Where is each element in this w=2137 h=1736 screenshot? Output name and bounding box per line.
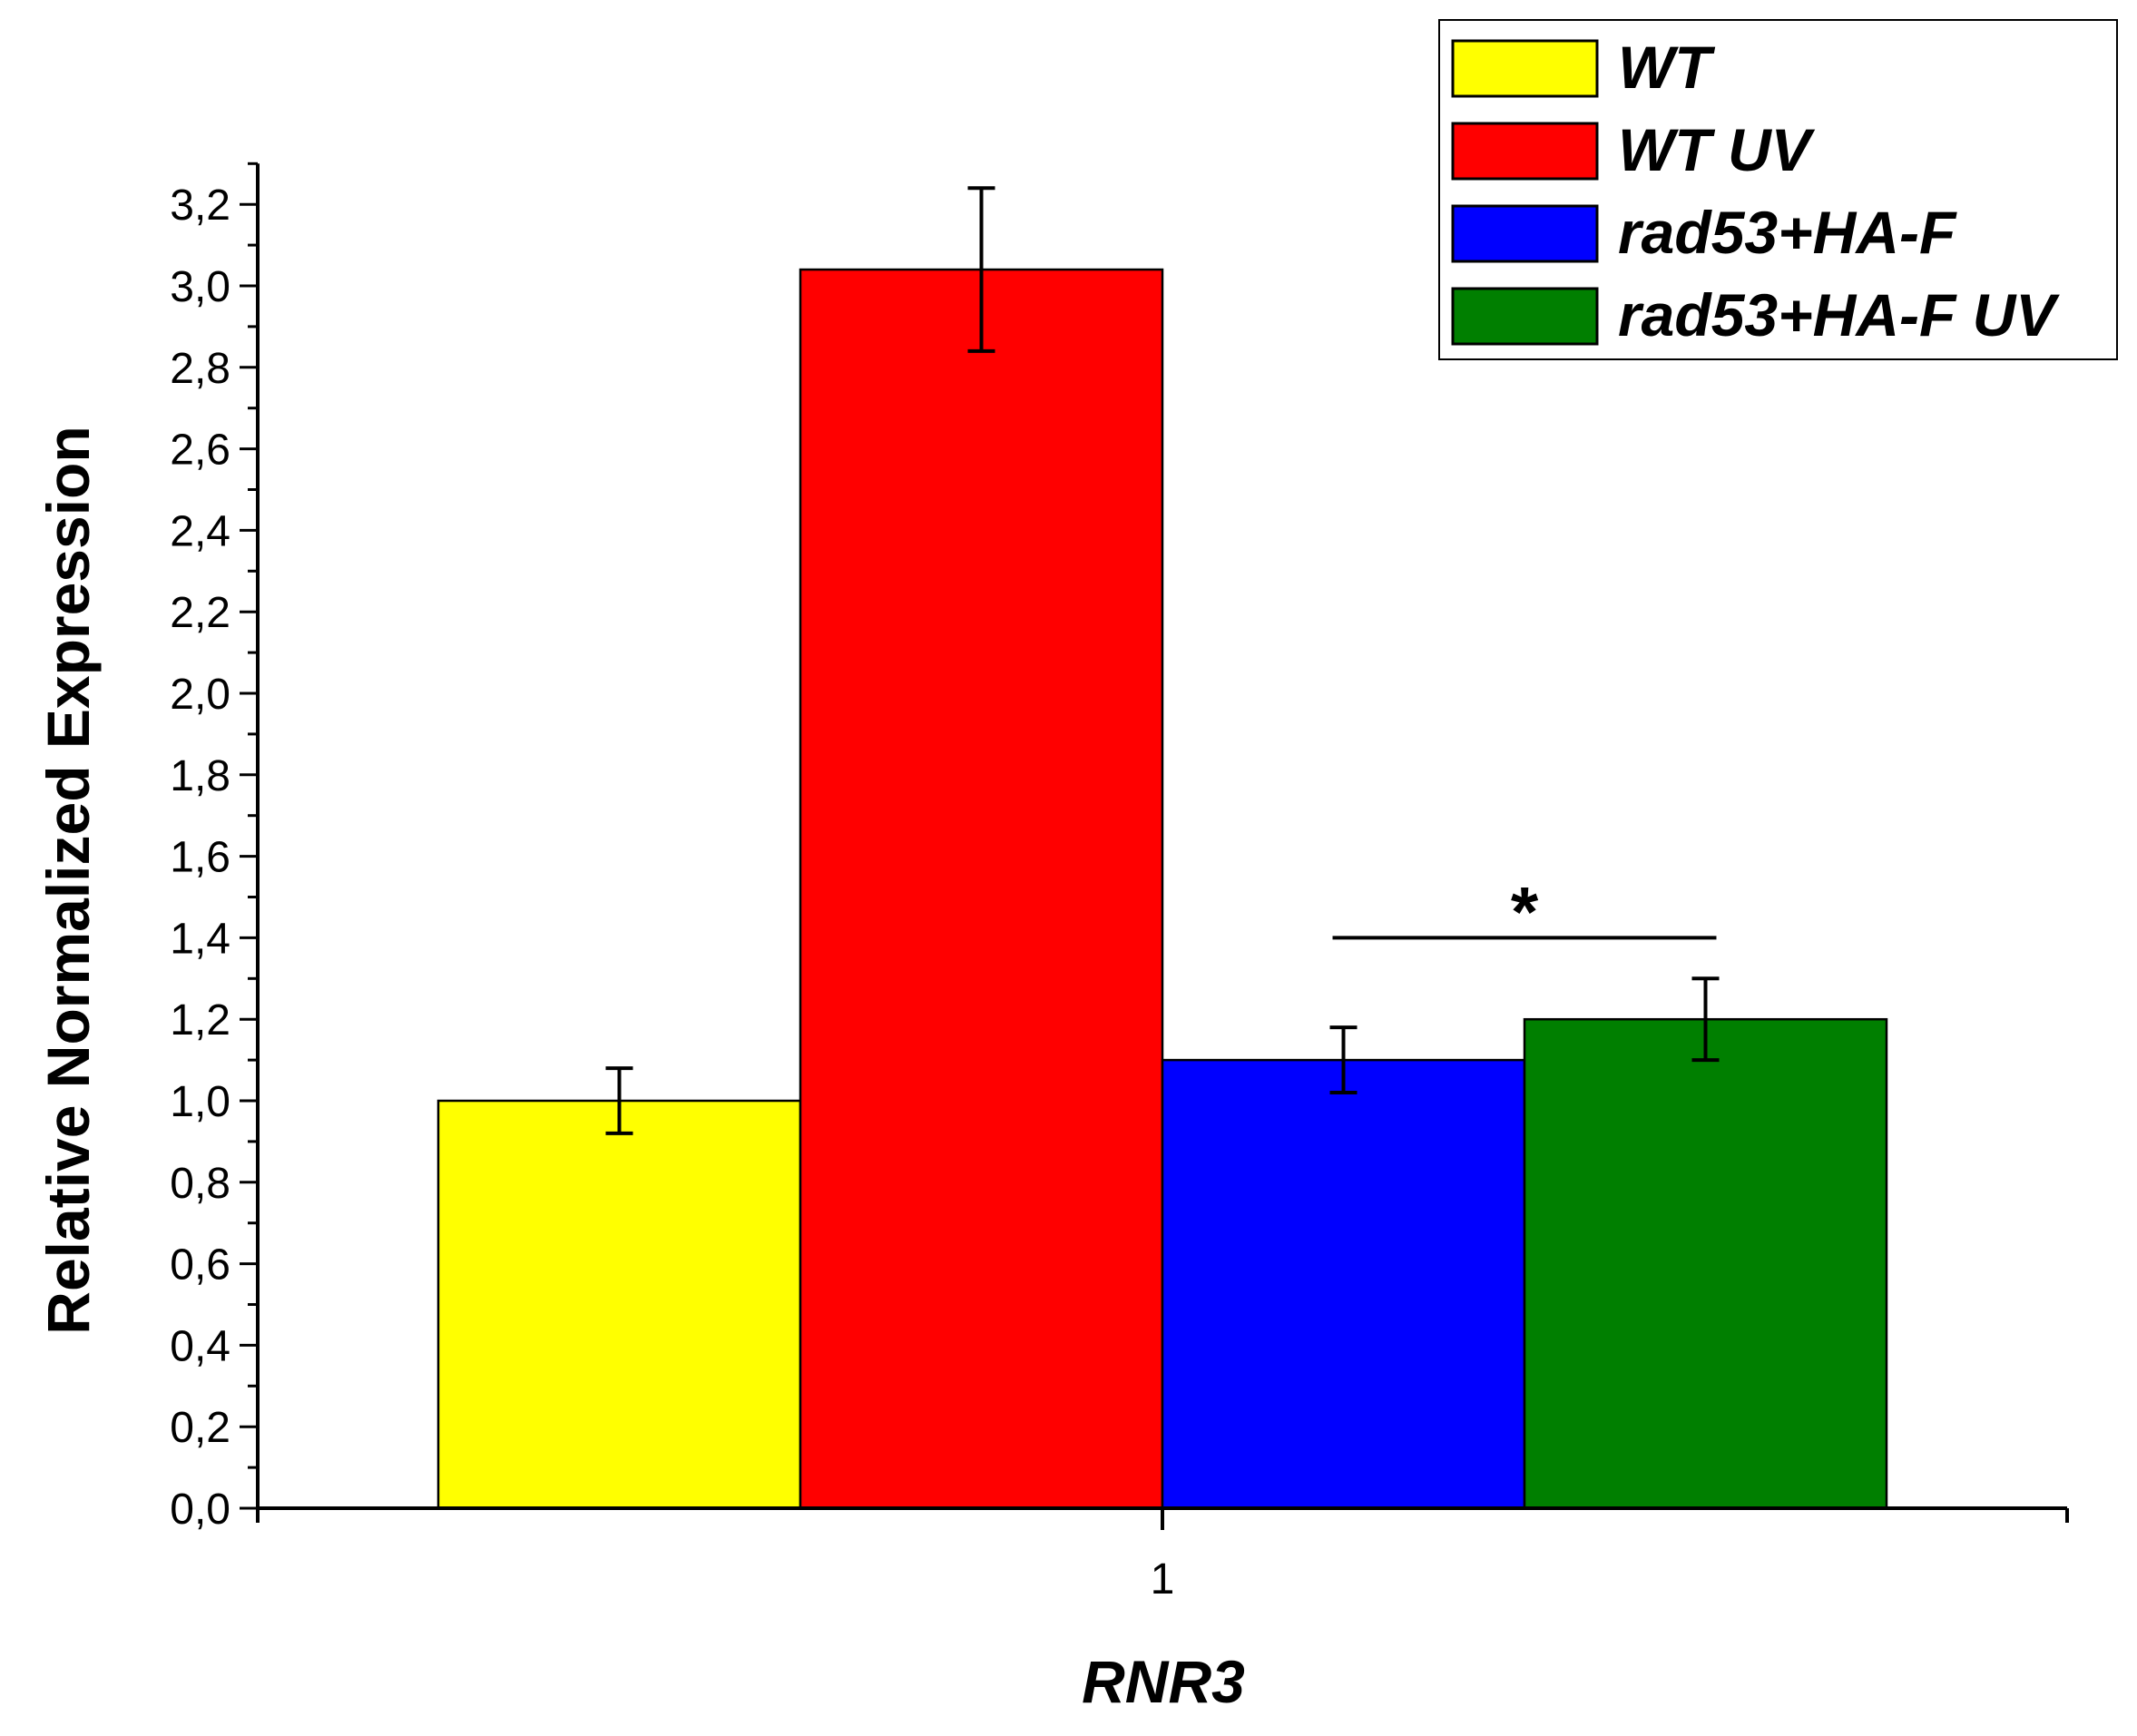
- y-tick-label: 0,2: [170, 1404, 230, 1452]
- y-tick-label: 0,4: [170, 1322, 230, 1370]
- legend-label: WT UV: [1618, 116, 1816, 183]
- legend: WT WT UV rad53+HA-F rad53+HA-F UV: [1438, 19, 2118, 360]
- x-axis-title: RNR3: [1082, 1648, 1245, 1715]
- y-axis-title: Relative Normalized Expression: [34, 426, 102, 1334]
- y-tick-label: 1,2: [170, 996, 230, 1045]
- bar-rad53-ha-f-uv: [1523, 1017, 1888, 1510]
- legend-label: rad53+HA-F UV: [1618, 281, 2060, 348]
- legend-label: WT: [1618, 34, 1715, 101]
- legend-swatch: [1451, 204, 1599, 263]
- y-tick-label: 3,0: [170, 263, 230, 311]
- y-tick-label: 0,6: [170, 1241, 230, 1290]
- error-bars-layer: [605, 186, 1720, 1135]
- bars-layer: [436, 268, 1888, 1510]
- y-tick-label: 2,2: [170, 589, 230, 637]
- y-tick-label: 0,0: [170, 1486, 230, 1534]
- axes-layer: 0,0 0,2 0,4 0,6 0,8 1,0 1,2 1,4 1,6 1,8 2,0 2,2 2,4 2…: [170, 162, 2069, 1604]
- y-tick-label: 2,0: [170, 671, 230, 719]
- legend-swatch: [1451, 287, 1599, 346]
- legend-label: rad53+HA-F: [1618, 199, 1957, 266]
- significance-star: *: [1511, 871, 1539, 951]
- bar-wt-uv: [799, 268, 1164, 1510]
- y-tick-label: 1,0: [170, 1078, 230, 1126]
- x-tick-label: 1: [1151, 1555, 1175, 1604]
- y-tick-label: 1,8: [170, 752, 230, 800]
- legend-swatch: [1451, 122, 1599, 181]
- significance-annotation: *: [1332, 871, 1717, 951]
- y-tick-label: 2,6: [170, 427, 230, 475]
- y-tick-label: 2,4: [170, 507, 230, 555]
- y-tick-label: 2,8: [170, 345, 230, 393]
- legend-swatch: [1451, 39, 1599, 98]
- bar-wt: [436, 1099, 802, 1510]
- y-tick-label: 1,6: [170, 834, 230, 882]
- y-tick-label: 3,2: [170, 181, 230, 230]
- y-tick-label: 0,8: [170, 1160, 230, 1208]
- y-tick-label: 1,4: [170, 915, 230, 963]
- bar-rad53-ha-f: [1161, 1058, 1526, 1510]
